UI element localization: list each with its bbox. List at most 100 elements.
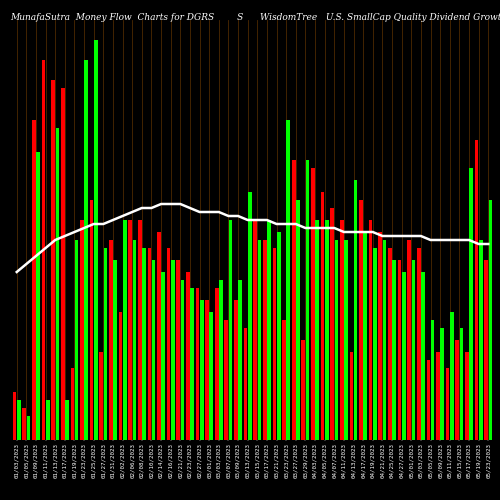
- Bar: [474, 140, 478, 440]
- Bar: [340, 220, 344, 440]
- Bar: [408, 240, 411, 440]
- Bar: [142, 248, 146, 440]
- Bar: [450, 312, 454, 440]
- Bar: [180, 280, 184, 440]
- Bar: [272, 248, 276, 440]
- Bar: [306, 160, 310, 440]
- Bar: [215, 288, 218, 440]
- Bar: [436, 352, 440, 440]
- Bar: [56, 128, 59, 440]
- Bar: [248, 192, 252, 440]
- Bar: [70, 368, 74, 440]
- Bar: [456, 340, 459, 440]
- Bar: [267, 220, 271, 440]
- Bar: [65, 400, 69, 440]
- Bar: [277, 232, 280, 440]
- Bar: [488, 200, 492, 440]
- Bar: [167, 248, 170, 440]
- Bar: [200, 300, 203, 440]
- Bar: [196, 288, 200, 440]
- Bar: [292, 160, 296, 440]
- Bar: [22, 408, 26, 440]
- Bar: [426, 360, 430, 440]
- Bar: [398, 260, 402, 440]
- Bar: [190, 288, 194, 440]
- Bar: [421, 272, 425, 440]
- Bar: [114, 260, 117, 440]
- Bar: [42, 60, 46, 440]
- Bar: [244, 328, 248, 440]
- Bar: [219, 280, 223, 440]
- Bar: [359, 200, 363, 440]
- Bar: [186, 272, 190, 440]
- Text: WisdomTree   U.S. SmallCap Quality Dividend Growth: WisdomTree U.S. SmallCap Quality Dividen…: [260, 12, 500, 22]
- Bar: [479, 240, 482, 440]
- Bar: [238, 280, 242, 440]
- Text: MunafaSutra  Money Flow  Charts for DGRS        S: MunafaSutra Money Flow Charts for DGRS S: [10, 12, 243, 22]
- Bar: [350, 352, 354, 440]
- Bar: [100, 352, 103, 440]
- Bar: [460, 328, 464, 440]
- Bar: [90, 200, 94, 440]
- Bar: [84, 60, 88, 440]
- Bar: [138, 220, 141, 440]
- Bar: [36, 152, 40, 440]
- Bar: [206, 300, 209, 440]
- Bar: [157, 232, 161, 440]
- Bar: [94, 40, 98, 440]
- Bar: [484, 260, 488, 440]
- Bar: [470, 168, 473, 440]
- Bar: [61, 88, 64, 440]
- Bar: [325, 220, 328, 440]
- Bar: [296, 200, 300, 440]
- Bar: [316, 220, 319, 440]
- Bar: [431, 320, 434, 440]
- Bar: [26, 416, 30, 440]
- Bar: [412, 260, 415, 440]
- Bar: [382, 240, 386, 440]
- Bar: [13, 392, 16, 440]
- Bar: [417, 248, 420, 440]
- Bar: [302, 340, 305, 440]
- Bar: [344, 240, 348, 440]
- Bar: [286, 120, 290, 440]
- Bar: [123, 220, 126, 440]
- Bar: [311, 168, 315, 440]
- Bar: [162, 272, 165, 440]
- Bar: [254, 220, 257, 440]
- Bar: [258, 240, 262, 440]
- Bar: [17, 400, 20, 440]
- Bar: [373, 248, 376, 440]
- Bar: [320, 192, 324, 440]
- Bar: [52, 80, 55, 440]
- Bar: [80, 220, 84, 440]
- Bar: [148, 248, 151, 440]
- Bar: [176, 260, 180, 440]
- Bar: [263, 240, 266, 440]
- Bar: [32, 120, 35, 440]
- Bar: [109, 240, 112, 440]
- Bar: [369, 220, 372, 440]
- Bar: [210, 312, 213, 440]
- Bar: [446, 368, 450, 440]
- Bar: [75, 240, 78, 440]
- Bar: [118, 312, 122, 440]
- Bar: [46, 400, 50, 440]
- Bar: [440, 328, 444, 440]
- Bar: [224, 320, 228, 440]
- Bar: [152, 260, 156, 440]
- Bar: [402, 272, 406, 440]
- Bar: [171, 260, 174, 440]
- Bar: [378, 232, 382, 440]
- Bar: [282, 320, 286, 440]
- Bar: [354, 180, 358, 440]
- Bar: [128, 220, 132, 440]
- Bar: [334, 240, 338, 440]
- Bar: [132, 240, 136, 440]
- Bar: [465, 352, 468, 440]
- Bar: [234, 300, 238, 440]
- Bar: [330, 208, 334, 440]
- Bar: [104, 248, 108, 440]
- Bar: [392, 260, 396, 440]
- Bar: [388, 248, 392, 440]
